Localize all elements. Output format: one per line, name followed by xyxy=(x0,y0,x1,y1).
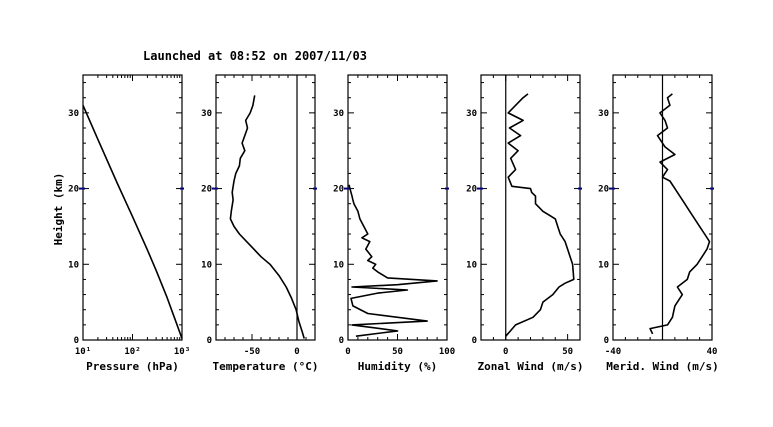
y-tick-label: 30 xyxy=(68,109,79,119)
y-tick-label: 20 xyxy=(598,185,609,195)
y-tick-label: 10 xyxy=(201,260,212,270)
x-tick-label: 50 xyxy=(392,347,403,357)
pressure-profile-line xyxy=(82,104,183,339)
x-axis-label: Zonal Wind (m/s) xyxy=(478,360,584,373)
y-tick-label: 10 xyxy=(68,260,79,270)
x-axis-label: Temperature (°C) xyxy=(213,360,319,373)
x-tick-label: 10³ xyxy=(174,347,190,357)
x-axis-label: Pressure (hPa) xyxy=(86,360,179,373)
humidity-profile-line xyxy=(348,184,438,337)
x-axis-label: Humidity (%) xyxy=(358,360,437,373)
merid-wind-profile-line xyxy=(649,93,711,335)
x-tick-label: 0 xyxy=(294,347,299,357)
x-tick-label: -50 xyxy=(244,347,260,357)
y-tick-label: 10 xyxy=(598,260,609,270)
zonal-wind-panel: 0 10 20 30 0 50 Zonal Wind (m/s) xyxy=(466,74,584,373)
y-tick-label: 0 xyxy=(604,336,609,346)
y-tick-label: 10 xyxy=(466,260,477,270)
y-tick-label: 20 xyxy=(201,185,212,195)
y-tick-label: 20 xyxy=(466,185,477,195)
y-tick-label: 20 xyxy=(333,185,344,195)
y-tick-label: 30 xyxy=(598,109,609,119)
x-tick-label: 40 xyxy=(707,347,718,357)
pressure-panel: 0 10 20 30 10¹ 10² 10³ Pressure (hPa) xyxy=(68,74,190,373)
x-tick-label: 0 xyxy=(345,347,350,357)
x-tick-label: 10¹ xyxy=(75,347,91,357)
zonal-wind-profile-line xyxy=(505,93,575,337)
y-axis-label: Height (km) xyxy=(52,173,65,246)
y-tick-label: 30 xyxy=(466,109,477,119)
y-tick-label: 30 xyxy=(201,109,212,119)
y-tick-label: 0 xyxy=(339,336,344,346)
y-tick-label: 30 xyxy=(333,109,344,119)
x-axis-label: Merid. Wind (m/s) xyxy=(606,360,719,373)
x-tick-label: 10² xyxy=(124,347,140,357)
figure-title: Launched at 08:52 on 2007/11/03 xyxy=(143,49,367,63)
y-tick-label: 10 xyxy=(333,260,344,270)
x-tick-label: 100 xyxy=(439,347,455,357)
temperature-profile-line xyxy=(229,95,305,339)
profile-panels: 0 10 20 30 10¹ 10² 10³ Pressure (hPa) 0 10 20 30 -50… xyxy=(68,74,719,373)
x-tick-label: -40 xyxy=(605,347,621,357)
plot-frame xyxy=(347,74,448,341)
plot-frame xyxy=(215,74,316,341)
temperature-panel: 0 10 20 30 -50 0 Temperature (°C) xyxy=(201,74,319,373)
y-tick-label: 0 xyxy=(472,336,477,346)
y-tick-label: 20 xyxy=(68,185,79,195)
plot-frame xyxy=(82,74,183,341)
x-tick-label: 50 xyxy=(562,347,573,357)
plot-frame xyxy=(480,74,581,341)
merid-wind-panel: 0 10 20 30 -40 40 Merid. Wind (m/s) xyxy=(598,74,719,373)
y-tick-label: 0 xyxy=(74,336,79,346)
x-tick-label: 0 xyxy=(503,347,508,357)
y-tick-label: 0 xyxy=(207,336,212,346)
